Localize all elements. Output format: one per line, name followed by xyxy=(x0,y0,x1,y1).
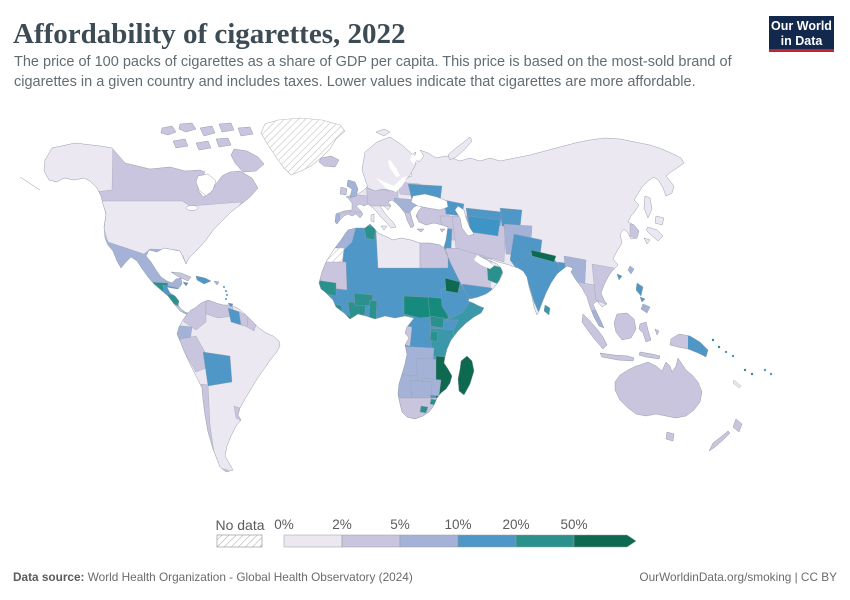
svg-text:5%: 5% xyxy=(390,517,410,532)
svg-text:0%: 0% xyxy=(274,517,294,532)
svg-text:20%: 20% xyxy=(502,517,529,532)
svg-text:No data: No data xyxy=(215,517,264,533)
svg-text:50%: 50% xyxy=(560,517,587,532)
svg-text:2%: 2% xyxy=(332,517,352,532)
svg-text:10%: 10% xyxy=(444,517,471,532)
